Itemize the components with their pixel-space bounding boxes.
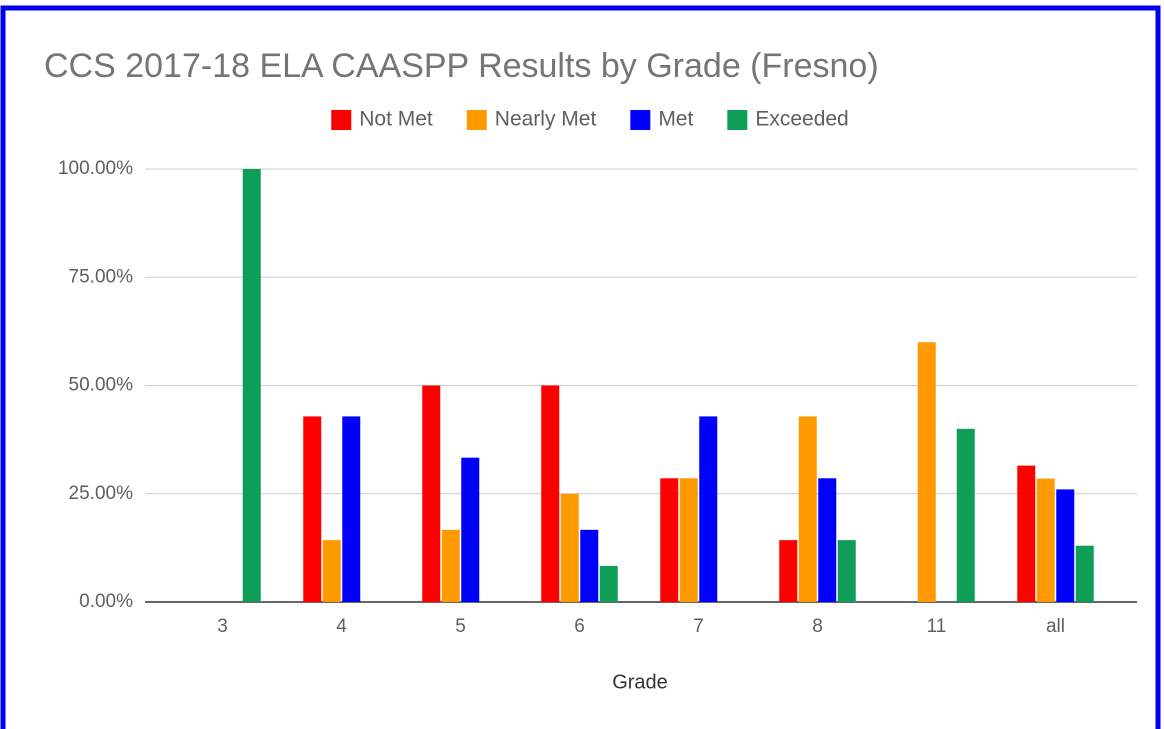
bar: [322, 540, 341, 602]
legend-label: Not Met: [359, 108, 433, 131]
bar: [956, 428, 975, 602]
bar: [580, 529, 599, 602]
legend-swatch: [331, 110, 352, 130]
y-tick-label: 50.00%: [69, 375, 134, 396]
x-axis-title: Grade: [612, 671, 668, 693]
y-tick-label: 0.00%: [79, 591, 133, 612]
x-tick-label: 3: [217, 616, 228, 637]
bar: [342, 416, 361, 602]
bar: [1017, 465, 1036, 602]
legend-swatch: [727, 110, 748, 130]
legend-label: Nearly Met: [495, 108, 597, 131]
bar: [461, 457, 480, 602]
bar: [303, 416, 322, 602]
y-tick-label: 100.00%: [58, 158, 133, 179]
y-tick-label: 25.00%: [69, 483, 134, 504]
x-tick-label: 8: [812, 616, 823, 637]
bar: [779, 540, 798, 602]
bar: [599, 565, 618, 602]
x-tick-label: 6: [574, 616, 585, 637]
bar: [1036, 478, 1055, 602]
x-tick-label: 11: [927, 616, 947, 637]
y-tick-label: 75.00%: [69, 266, 134, 287]
x-tick-label: 5: [455, 616, 466, 637]
legend-label: Exceeded: [755, 108, 848, 131]
bar: [1056, 489, 1075, 602]
bar: [560, 493, 579, 602]
bar: [1075, 545, 1094, 602]
bar: [917, 342, 936, 602]
frame: [0, 5, 1161, 729]
legend-label: Met: [658, 108, 693, 131]
bar: [441, 529, 460, 602]
bar: [660, 478, 679, 602]
bar: [679, 478, 698, 602]
bar: [422, 385, 441, 602]
x-tick-label: 7: [693, 616, 704, 637]
bar: [818, 478, 837, 602]
x-tick-label: 4: [336, 616, 347, 637]
legend-swatch: [466, 110, 487, 130]
bar: [837, 540, 856, 602]
chart-title: CCS 2017-18 ELA CAASPP Results by Grade …: [44, 47, 879, 85]
bar: [242, 169, 261, 602]
bar: [541, 385, 560, 602]
bar: [699, 416, 718, 602]
legend-swatch: [630, 110, 651, 130]
bar: [798, 416, 817, 602]
x-tick-label: all: [1046, 616, 1065, 637]
